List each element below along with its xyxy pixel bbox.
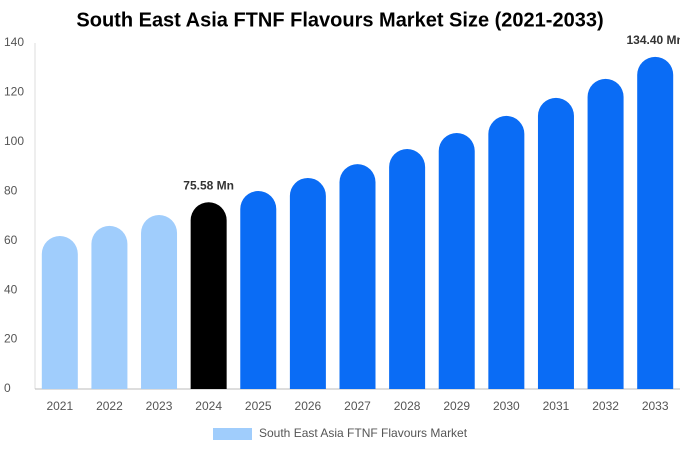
bar <box>488 115 525 389</box>
bar <box>190 202 227 389</box>
x-tick-label: 2023 <box>146 399 173 413</box>
x-tick-label: 2031 <box>543 399 570 413</box>
y-tick-label: 120 <box>4 85 24 99</box>
x-tick-label: 2022 <box>96 399 123 413</box>
data-label: 75.58 Mn <box>183 178 234 192</box>
y-tick-label: 140 <box>4 35 24 49</box>
bar <box>438 132 475 389</box>
bar <box>141 215 178 389</box>
x-tick-label: 2029 <box>443 399 470 413</box>
x-tick-label: 2032 <box>592 399 619 413</box>
legend-label: South East Asia FTNF Flavours Market <box>259 426 468 440</box>
y-tick-label: 20 <box>4 332 18 346</box>
bar <box>389 149 426 389</box>
bar <box>91 225 128 389</box>
y-tick-label: 60 <box>4 233 18 247</box>
x-tick-label: 2028 <box>394 399 421 413</box>
legend-swatch <box>213 428 252 440</box>
bar <box>637 56 674 390</box>
x-tick-label: 2033 <box>642 399 669 413</box>
bar <box>587 78 624 389</box>
y-tick-label: 100 <box>4 134 24 148</box>
x-tick-label: 2021 <box>46 399 73 413</box>
bar <box>339 164 376 389</box>
y-tick-label: 80 <box>4 183 18 197</box>
x-tick-label: 2030 <box>493 399 520 413</box>
x-tick-label: 2024 <box>195 399 222 413</box>
bar <box>289 177 326 389</box>
x-tick-label: 2025 <box>245 399 272 413</box>
data-label: 134.40 Mn <box>627 33 680 47</box>
bar <box>240 191 277 389</box>
y-tick-label: 40 <box>4 282 18 296</box>
bar <box>41 236 78 389</box>
x-tick-label: 2027 <box>344 399 371 413</box>
bar <box>537 97 574 389</box>
y-tick-label: 0 <box>4 381 11 395</box>
x-tick-label: 2026 <box>295 399 322 413</box>
chart-title: South East Asia FTNF Flavours Market Siz… <box>76 9 603 31</box>
